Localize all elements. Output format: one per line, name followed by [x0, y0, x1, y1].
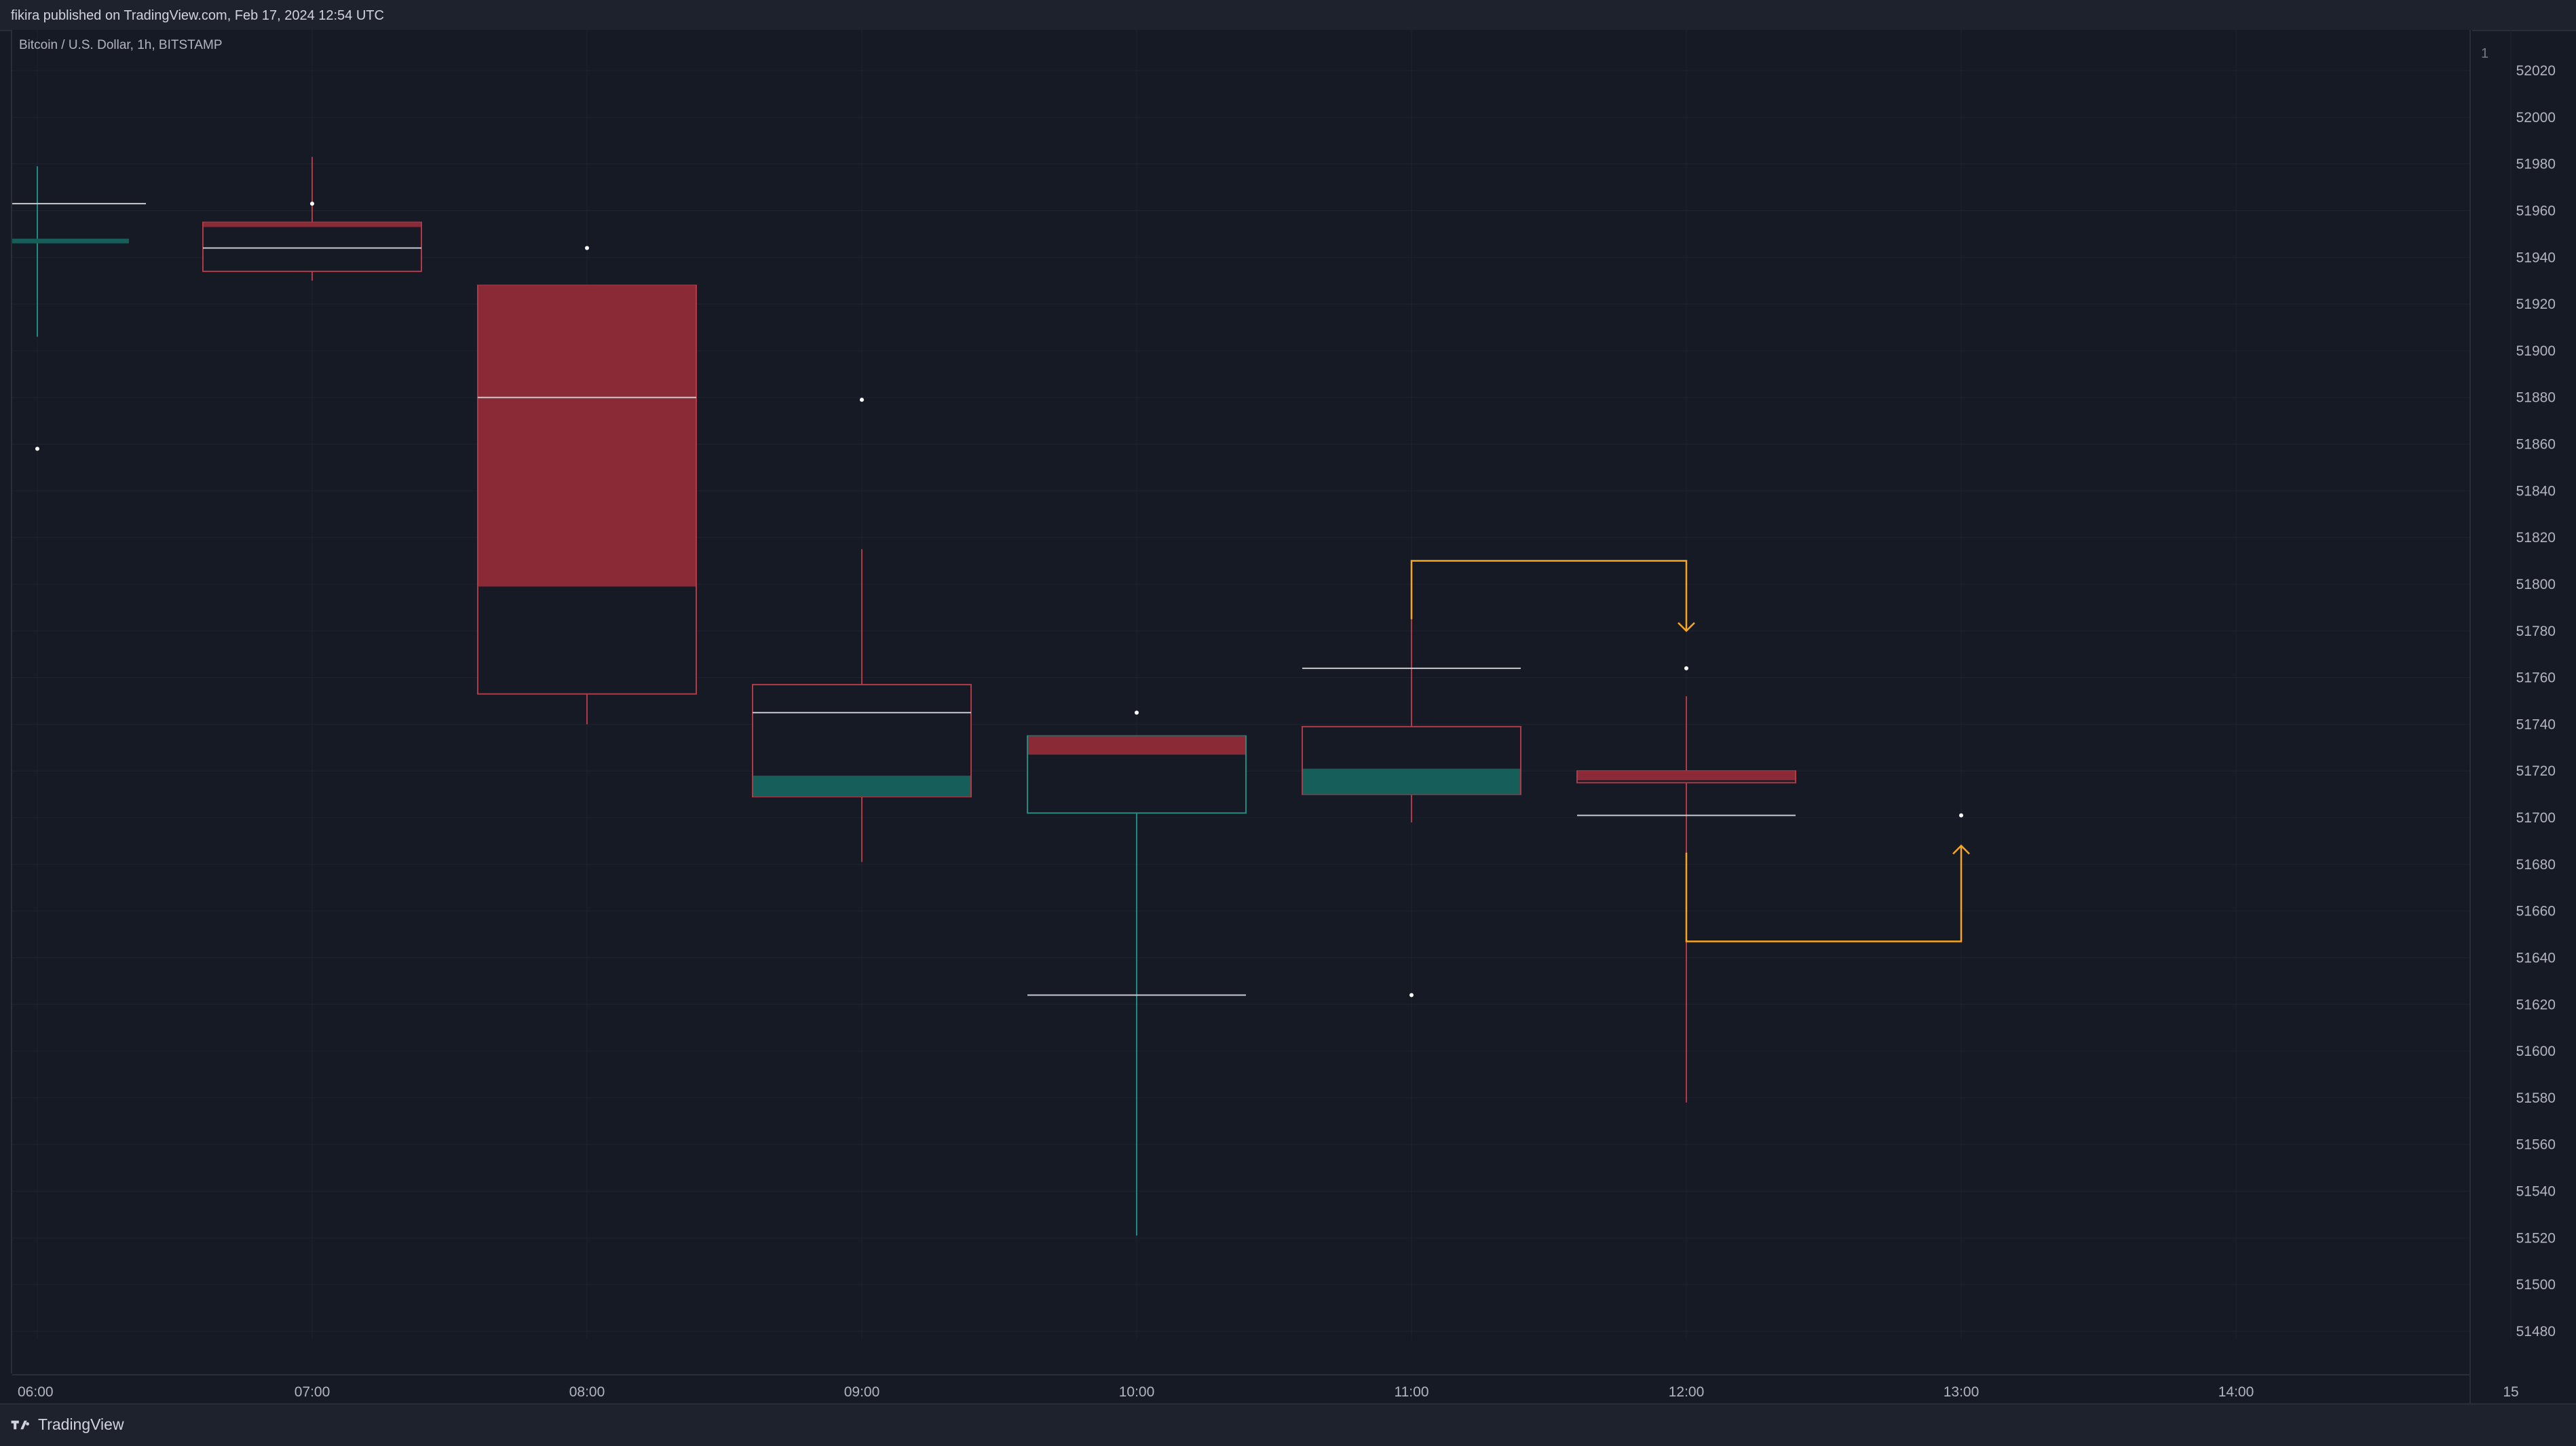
box-dot	[860, 398, 864, 402]
price-tick-label: 51620	[2516, 997, 2556, 1012]
price-tick-label: 51980	[2516, 157, 2556, 172]
price-tick-label: 51900	[2516, 343, 2556, 359]
box-dot	[1684, 666, 1688, 670]
box-dot	[1135, 710, 1139, 715]
price-tick-label: 51960	[2516, 203, 2556, 218]
corner-marker: 1	[2481, 46, 2489, 61]
arrow-line	[1410, 560, 1688, 631]
box-dot	[310, 202, 314, 206]
time-tick-label: 08:00	[569, 1384, 605, 1400]
time-tick-label: 10:00	[1119, 1384, 1155, 1400]
price-tick-label: 51580	[2516, 1090, 2556, 1106]
partial-box-fill	[12, 238, 129, 244]
published-label: fikira published on TradingView.com, Feb…	[11, 8, 384, 23]
price-tick-label: 51480	[2516, 1324, 2556, 1339]
price-tick-label: 51760	[2516, 670, 2556, 686]
time-axis: 06:00 07:00 08:00 09:00 10:00 11:00 12:00 13:00…	[12, 1374, 2519, 1400]
price-tick-label: 51940	[2516, 250, 2556, 265]
time-tick-label: 09:00	[844, 1384, 880, 1400]
symbol-label[interactable]: Bitcoin / U.S. Dollar, 1h, BITSTAMP	[19, 38, 223, 52]
box-fill	[753, 776, 970, 797]
brand-name: TradingView	[38, 1415, 124, 1433]
price-tick-label: 51600	[2516, 1044, 2556, 1059]
marks-layer	[12, 157, 1970, 1236]
tradingview-logo-icon	[11, 1420, 29, 1429]
price-tick-label: 52020	[2516, 63, 2556, 79]
arrow-line	[1685, 845, 1963, 943]
time-tick-label: 11:00	[1395, 1384, 1429, 1400]
price-tick-label: 51860	[2516, 437, 2556, 453]
extra-dot	[1959, 813, 1963, 818]
price-tick-label: 51800	[2516, 577, 2556, 592]
price-tick-label: 51820	[2516, 530, 2556, 546]
time-tick-label: 14:00	[2218, 1384, 2254, 1400]
box-fill	[478, 285, 696, 587]
box-fill	[204, 222, 421, 227]
arrow-head	[1952, 844, 1970, 855]
partial-dot	[35, 446, 39, 451]
box-dot	[1409, 993, 1414, 997]
price-tick-label: 51660	[2516, 904, 2556, 919]
time-tick-label: 12:00	[1669, 1384, 1705, 1400]
time-tick-label: 07:00	[295, 1384, 330, 1400]
box-fill	[1028, 736, 1245, 755]
price-tick-label: 51840	[2516, 483, 2556, 499]
price-tick-label: 51700	[2516, 810, 2556, 826]
price-tick-label: 51560	[2516, 1137, 2556, 1153]
price-tick-label: 51920	[2516, 297, 2556, 312]
price-tick-label: 51540	[2516, 1184, 2556, 1200]
price-tick-label: 51640	[2516, 950, 2556, 966]
price-tick-label: 51780	[2516, 624, 2556, 639]
price-tick-label: 51520	[2516, 1230, 2556, 1246]
time-tick-label: 13:00	[1944, 1384, 1980, 1400]
box-outline	[202, 221, 422, 272]
price-tick-label: 51740	[2516, 717, 2556, 732]
price-axis: 51480 51500 51520 51540 51560 51580 51600 51620…	[2469, 30, 2556, 1403]
time-tick-label: 06:00	[18, 1384, 54, 1400]
box-dot	[585, 246, 589, 250]
price-tick-label: 51720	[2516, 763, 2556, 779]
time-tick-label: 15	[2503, 1384, 2518, 1400]
box-fill	[1303, 768, 1520, 795]
price-tick-label: 52000	[2516, 110, 2556, 126]
tradingview-brand[interactable]: TradingView	[11, 1415, 124, 1434]
box-fill	[1578, 771, 1795, 780]
price-tick-label: 51880	[2516, 390, 2556, 406]
price-tick-label: 51680	[2516, 857, 2556, 873]
bottom-bar	[0, 1403, 2576, 1446]
arrow-head	[1678, 622, 1695, 632]
price-tick-label: 51500	[2516, 1277, 2556, 1293]
